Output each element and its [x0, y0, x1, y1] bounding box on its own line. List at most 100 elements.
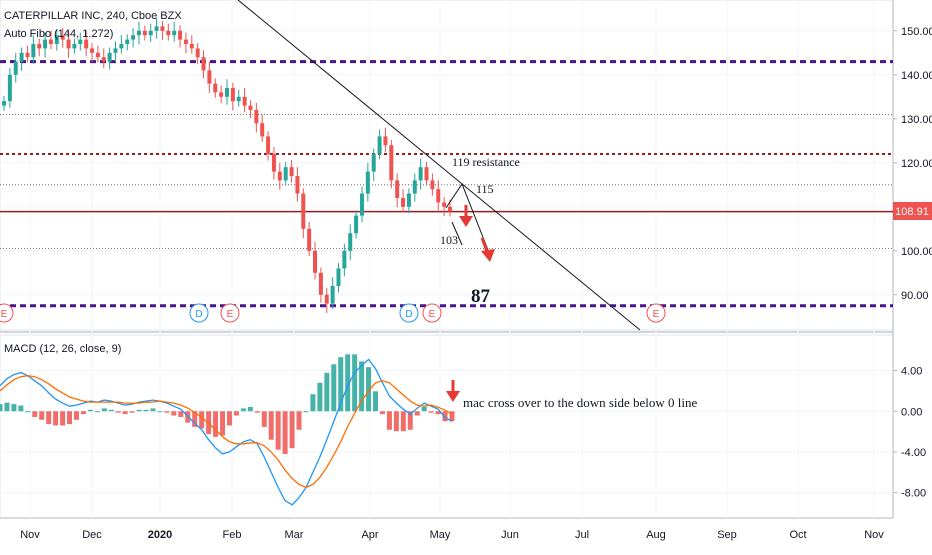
macd-histogram-bar [157, 411, 163, 413]
earnings-marker [220, 303, 240, 323]
event-marker-label: D [195, 309, 202, 320]
projection-path-drawing[interactable] [445, 182, 489, 251]
candle-body [377, 136, 382, 154]
price-axis-label: 120.00 [901, 158, 932, 170]
macd-histogram-bar [331, 364, 337, 412]
candle-body [313, 250, 318, 273]
macd-histogram-bar [359, 361, 365, 412]
downtrend-line[interactable] [237, 0, 641, 331]
macd-histogram-bar [407, 411, 413, 430]
candle-body [72, 44, 77, 49]
candle-body [31, 44, 36, 58]
macd-histogram-bar [178, 411, 184, 417]
candle-body [448, 206, 452, 212]
fibo-levels [0, 60, 893, 308]
annotation-87[interactable]: 87 [471, 286, 491, 307]
candle-body [213, 83, 218, 93]
candle-body [113, 48, 118, 53]
candle-body [195, 48, 200, 58]
down-arrow-icon[interactable] [480, 237, 495, 262]
candle-body [412, 180, 417, 194]
annotation-103[interactable]: 103 [440, 233, 458, 247]
candle-body [401, 198, 406, 207]
candle-body [242, 96, 247, 106]
macd-histogram-bar [171, 411, 177, 416]
candle-body [2, 101, 6, 106]
time-axis-label: Sep [717, 529, 737, 541]
event-marker-label: E [227, 309, 234, 320]
macd-histogram-bar [268, 411, 274, 440]
macd-histogram-bar [136, 409, 142, 412]
down-arrow-icon[interactable] [446, 380, 460, 402]
time-axis-label: Dec [82, 529, 102, 541]
dividend-marker [189, 303, 209, 323]
macd-histogram-bar [199, 411, 205, 429]
candle-body [418, 167, 423, 181]
time-axis-label: Feb [223, 529, 242, 541]
time-axis-label: Jun [501, 529, 519, 541]
grid [0, 0, 893, 518]
candle-body [371, 154, 376, 172]
annotation-macd-note[interactable]: mac cross over to the down side below 0 … [463, 395, 698, 410]
price-axis-label: 100.00 [901, 246, 932, 258]
candle-body [271, 154, 276, 172]
event-marker-label: E [429, 309, 436, 320]
annotation-resistance[interactable]: 119 resistance [452, 155, 520, 169]
macd-histogram-bar [220, 411, 226, 436]
time-axis-label: Oct [789, 529, 806, 541]
macd-histogram-bar [213, 411, 219, 437]
candle-body [19, 52, 24, 62]
candle-body [54, 35, 59, 44]
candle-body [37, 44, 42, 49]
candle-body [277, 171, 282, 181]
candle-body [318, 272, 323, 295]
macd-histogram-bar [379, 411, 385, 415]
indicator-title[interactable]: Auto Fibo (144, 1.272) [4, 28, 113, 40]
down-arrow-icon[interactable] [459, 205, 473, 227]
candle-body [219, 92, 224, 97]
candle-body [131, 35, 136, 40]
time-axis-label: 2020 [148, 529, 172, 541]
event-marker-label: D [405, 309, 412, 320]
macd-histogram-bar [192, 411, 198, 427]
candle-body [424, 167, 429, 181]
projection-tail[interactable] [451, 221, 463, 246]
candle-body [60, 35, 65, 40]
time-axis-label: May [430, 529, 451, 541]
time-axis-label: Aug [646, 529, 666, 541]
candle-body [101, 57, 106, 62]
symbol-title[interactable]: CATERPILLAR INC, 240, Cboe BZX [4, 10, 182, 22]
macd-histogram-bar [310, 394, 316, 412]
candle-body [160, 26, 165, 31]
macd-axis-label: 4.00 [901, 366, 922, 378]
candle-body [25, 52, 30, 58]
earnings-marker [646, 303, 666, 323]
macd-title[interactable]: MACD (12, 26, close, 9) [4, 343, 121, 355]
macd-histogram-bar [247, 406, 253, 412]
candle-body [166, 30, 171, 36]
candle-body [260, 123, 265, 137]
candle-body [7, 74, 12, 102]
price-axis-label: 140.00 [901, 70, 932, 82]
time-axis-label: Apr [361, 529, 378, 541]
macd-histogram-bar [317, 382, 323, 412]
macd-histogram-bar [226, 411, 232, 426]
macd-histogram-bar [39, 411, 45, 420]
candle-body [142, 30, 147, 36]
candle-body [383, 136, 388, 146]
time-axis-label: Mar [285, 529, 304, 541]
macd-histogram-bar [303, 411, 309, 413]
macd-histogram-bar [129, 411, 135, 413]
macd-histogram-bar [233, 411, 239, 416]
annotation-115[interactable]: 115 [476, 182, 494, 196]
candle-body [66, 39, 71, 49]
candle-body [78, 39, 83, 44]
macd-histogram-bar [296, 411, 302, 430]
candle-body [442, 202, 447, 207]
price-axis-label: 130.00 [901, 114, 932, 126]
macd-histogram-bar [25, 411, 31, 413]
